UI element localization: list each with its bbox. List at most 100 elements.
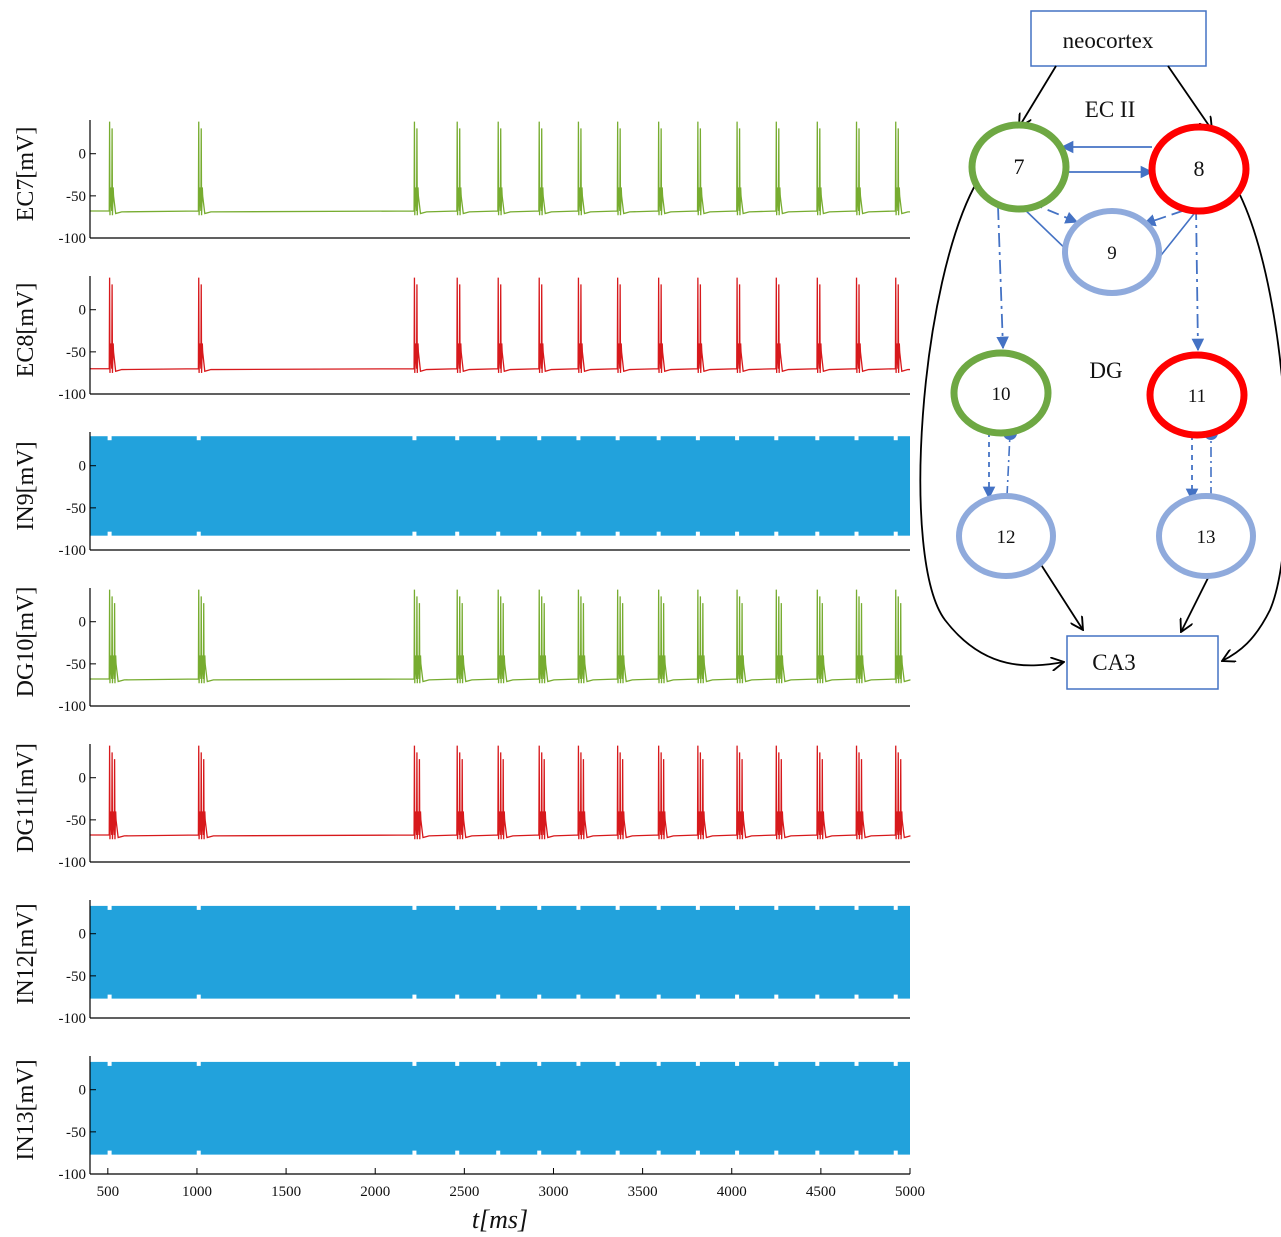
burst-notch (455, 1150, 460, 1156)
edge-12-10 (1006, 433, 1011, 497)
node-label: 7 (1014, 154, 1025, 179)
burst-notch (107, 1150, 112, 1156)
series-line (90, 121, 910, 216)
y-tick-label: -100 (59, 543, 87, 559)
burst-notch (537, 904, 542, 910)
burst-notch (576, 531, 581, 537)
burst-notch (815, 904, 820, 910)
burst-notch (107, 904, 112, 910)
y-tick-label: -100 (59, 1011, 87, 1027)
node-label: 8 (1194, 156, 1205, 181)
burst-notch (576, 1060, 581, 1066)
node-ellipse (1146, 351, 1248, 439)
burst-notch (774, 994, 779, 1000)
burst-notch (893, 994, 898, 1000)
series-band (90, 1061, 910, 1155)
burst-notch (496, 435, 501, 441)
node-label: 9 (1107, 243, 1117, 264)
panel-ec7: 0 -50 -100 EC7[mV] (13, 120, 910, 247)
burst-notch (735, 994, 740, 1000)
series-band (90, 905, 910, 999)
panel-dg11: 0 -50 -100 DG11[mV] (13, 743, 911, 871)
burst-notch (196, 531, 201, 537)
burst-notch (735, 1060, 740, 1066)
burst-notch (774, 904, 779, 910)
burst-notch (412, 904, 417, 910)
y-tick-label: -50 (66, 501, 86, 517)
burst-notch (537, 1060, 542, 1066)
burst-notch (107, 1060, 112, 1066)
burst-notch (774, 531, 779, 537)
node-label: 13 (1197, 527, 1216, 548)
x-tick-label: 3000 (538, 1184, 568, 1200)
burst-notch (615, 1060, 620, 1066)
panel-ec8: 0 -50 -100 EC8[mV] (13, 276, 910, 403)
burst-notch (735, 1150, 740, 1156)
burst-notch (774, 435, 779, 441)
panel-dg10: 0 -50 -100 DG10[mV] (13, 587, 911, 715)
y-tick-label: 0 (79, 1083, 87, 1099)
y-tick-label: 0 (79, 615, 87, 631)
burst-notch (893, 1150, 898, 1156)
y-tick-label: -50 (66, 345, 86, 361)
burst-notch (656, 531, 661, 537)
burst-notch (496, 1150, 501, 1156)
burst-notch (893, 435, 898, 441)
burst-notch (695, 904, 700, 910)
y-tick-label: -100 (59, 231, 87, 247)
burst-notch (854, 994, 859, 1000)
y-tick-label: -100 (59, 1167, 87, 1183)
edge-8-11 (1191, 205, 1205, 352)
circuit-diagram: neocortex CA3 EC II DG (919, 10, 1281, 690)
burst-notch (615, 1150, 620, 1156)
x-tick-label: 1000 (182, 1184, 212, 1200)
node-label: 12 (997, 527, 1016, 548)
burst-notch (196, 1060, 201, 1066)
burst-notch (412, 531, 417, 537)
burst-notch (656, 994, 661, 1000)
burst-notch (496, 904, 501, 910)
burst-notch (854, 435, 859, 441)
burst-notch (893, 1060, 898, 1066)
burst-notch (576, 994, 581, 1000)
y-tick-label: 0 (79, 147, 87, 163)
burst-notch (893, 531, 898, 537)
burst-notch (196, 435, 201, 441)
node-ellipse (950, 349, 1052, 437)
y-axis-label: DG10[mV] (13, 587, 39, 698)
burst-notch (695, 994, 700, 1000)
node-9: 9 (1062, 208, 1162, 296)
burst-notch (537, 435, 542, 441)
burst-notch (854, 904, 859, 910)
burst-notch (774, 1060, 779, 1066)
burst-notch (695, 1060, 700, 1066)
burst-notch (774, 1150, 779, 1156)
burst-notch (107, 994, 112, 1000)
y-axis-label: EC8[mV] (13, 283, 39, 378)
burst-notch (854, 1150, 859, 1156)
burst-notch (735, 904, 740, 910)
node-ellipse (1148, 123, 1250, 215)
burst-notch (735, 531, 740, 537)
x-tick-label: 5000 (895, 1184, 925, 1200)
y-axis-label: IN13[mV] (13, 1059, 39, 1160)
node-ellipse (968, 121, 1070, 213)
y-axis-label: IN9[mV] (13, 441, 39, 530)
y-tick-label: -50 (66, 657, 86, 673)
burst-notch (656, 435, 661, 441)
ec2-label: EC II (1085, 97, 1135, 122)
x-tick-label: 1500 (271, 1184, 301, 1200)
burst-notch (615, 904, 620, 910)
edge-7-10 (996, 205, 1009, 350)
burst-notch (656, 1150, 661, 1156)
ca3-label: CA3 (1092, 650, 1135, 675)
burst-notch (412, 994, 417, 1000)
y-tick-label: -50 (66, 1125, 86, 1141)
edge-7-ca3 (919, 179, 1064, 665)
burst-notch (695, 435, 700, 441)
y-tick-label: -100 (59, 387, 87, 403)
burst-notch (412, 1150, 417, 1156)
burst-notch (537, 531, 542, 537)
burst-notch (537, 994, 542, 1000)
node-label: 11 (1188, 386, 1206, 407)
